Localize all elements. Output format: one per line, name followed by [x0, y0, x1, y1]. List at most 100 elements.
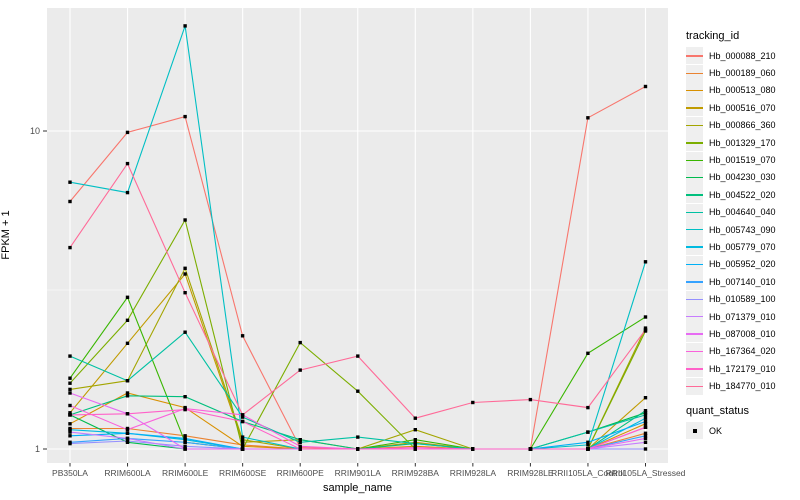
y-tick-label: 1: [35, 444, 40, 454]
legend-entry-label: Hb_172179_010: [709, 363, 776, 374]
data-point: [298, 340, 302, 345]
data-point: [643, 434, 648, 438]
data-point: [240, 447, 245, 451]
data-point: [125, 439, 130, 443]
data-point: [356, 354, 360, 358]
legend-entry-label: Hb_005743_090: [709, 224, 776, 235]
legend-key-line-icon: [686, 151, 703, 169]
legend-entry-label: Hb_000189_060: [709, 68, 776, 79]
data-point: [68, 245, 72, 250]
legend-entry-label: Hb_007140_010: [709, 276, 776, 287]
data-point: [356, 435, 360, 439]
y-tick-label: 10: [30, 126, 40, 136]
legend-entry-label: Hb_004522_020: [709, 189, 776, 200]
legend-line-swatch: [686, 298, 703, 301]
data-point: [68, 411, 72, 415]
x-tick-label: RRIM600LA: [104, 468, 151, 478]
data-point: [183, 407, 187, 412]
legend-entry: Hb_004230_030: [686, 168, 800, 186]
data-point: [298, 440, 302, 444]
data-point: [183, 330, 187, 334]
legend-entry: Hb_005743_090: [686, 221, 800, 239]
y-axis-title: FPKM + 1: [0, 210, 12, 260]
data-point: [643, 260, 648, 264]
legend-entry: Hb_000516_070: [686, 99, 800, 117]
data-point: [586, 405, 590, 410]
legend-line-swatch: [686, 246, 703, 248]
legend-key-line-icon: [686, 186, 703, 204]
data-point: [298, 447, 302, 451]
data-point: [125, 391, 130, 395]
data-point: [528, 447, 533, 451]
data-point: [183, 272, 187, 276]
data-point: [183, 447, 187, 451]
data-point: [183, 24, 187, 28]
legend-line-swatch: [686, 142, 703, 144]
data-point: [183, 218, 187, 222]
data-point: [471, 400, 475, 405]
legend-line-swatch: [686, 333, 703, 335]
legend-entry: Hb_001519_070: [686, 151, 800, 169]
legend-key-line-icon: [686, 99, 703, 117]
data-point: [125, 431, 130, 435]
black-square-marker-icon: [692, 428, 697, 433]
legend-key-line-icon: [686, 203, 703, 221]
legend-entry-label: Hb_000513_080: [709, 85, 776, 96]
legend-line-swatch: [686, 229, 703, 231]
data-point: [68, 381, 72, 385]
data-point: [68, 441, 72, 446]
data-point: [643, 328, 648, 332]
legend-entry: Hb_004522_020: [686, 186, 800, 204]
data-point: [356, 447, 360, 451]
legend-line-swatch: [686, 72, 703, 74]
data-point: [643, 431, 648, 435]
data-point: [125, 295, 130, 299]
legend-line-swatch: [686, 107, 703, 109]
legend-key-square-icon: [686, 422, 703, 439]
data-point: [240, 440, 245, 444]
legend-title-tracking-id: tracking_id: [686, 30, 740, 42]
legend-entry-label: Hb_005952_020: [709, 259, 776, 270]
data-point: [643, 411, 648, 415]
data-point: [643, 413, 648, 417]
data-point: [183, 291, 187, 295]
legend-entry: Hb_004640_040: [686, 203, 800, 221]
legend-entry-label: Hb_001519_070: [709, 155, 776, 166]
legend-line-swatch: [686, 385, 703, 387]
data-point: [125, 190, 130, 195]
data-point: [68, 376, 72, 380]
x-tick-label: PB350LA: [52, 468, 88, 478]
legend-key-line-icon: [686, 255, 703, 273]
legend-entry-label: Hb_071379_010: [709, 311, 776, 322]
data-point: [125, 161, 130, 166]
legend-line-swatch: [686, 194, 703, 196]
legend-entry-label: Hb_004230_030: [709, 172, 776, 183]
data-points: [68, 24, 648, 451]
legend-entry: Hb_087008_010: [686, 325, 800, 343]
data-point: [240, 438, 245, 442]
data-point: [125, 436, 130, 441]
data-point: [643, 422, 648, 426]
legend-line-swatch: [686, 89, 703, 92]
legend-line-swatch: [686, 316, 703, 318]
data-point: [586, 351, 590, 355]
legend: tracking_id Hb_000088_210 Hb_000189_060 Hb…: [686, 30, 800, 439]
data-point: [643, 315, 648, 319]
legend-key-line-icon: [686, 168, 703, 186]
legend-entry: Hb_167364_020: [686, 342, 800, 360]
data-point: [240, 419, 245, 424]
data-point: [298, 368, 302, 372]
legend-key-line-icon: [686, 116, 703, 134]
data-point: [298, 444, 302, 448]
legend-entry-label: Hb_000516_070: [709, 102, 776, 113]
x-tick-label: RRIM600LE: [162, 468, 209, 478]
legend-key-line-icon: [686, 238, 703, 256]
data-point: [240, 415, 245, 419]
legend-key-line-icon: [686, 342, 703, 360]
legend-key-line-icon: [686, 290, 703, 308]
data-point: [356, 389, 360, 393]
data-point: [413, 428, 417, 432]
legend-line-swatch: [686, 263, 703, 266]
